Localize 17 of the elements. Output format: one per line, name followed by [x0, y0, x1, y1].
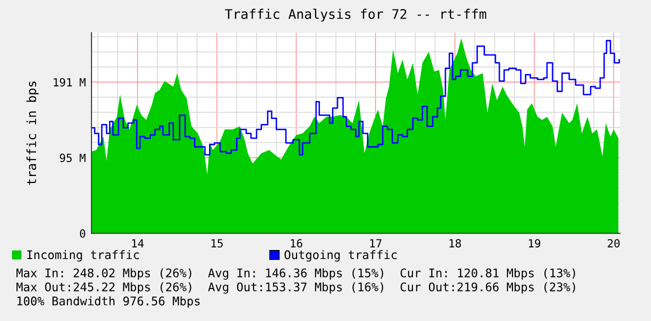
x-tick-label: 15: [212, 239, 223, 248]
text: Max Out:245.22 Mbps (26%) Avg Out:153.37 Mbps (16%) Cur Out:219.66 Mbps (23%): [16, 282, 576, 294]
text: 100% Bandwidth 976.56 Mbps: [17, 296, 200, 308]
x-tick-label: 16: [290, 239, 302, 248]
x-tick-label: 17: [370, 239, 382, 248]
legend-label: Incoming traffic: [27, 250, 139, 262]
y-tick-label: 95 M: [60, 154, 86, 162]
y-tick-label: 0: [80, 229, 86, 238]
y-tick-label: 191 M: [54, 78, 86, 86]
x-tick-label: 19: [528, 239, 540, 248]
legend-label: Outgoing traffic: [284, 250, 397, 262]
x-tick-label: 20: [608, 239, 620, 248]
x-tick-label: 18: [450, 239, 461, 248]
x-tick-label: 14: [132, 239, 144, 248]
text: Max In: 248.02 Mbps (26%) Avg In: 146.36 Mbps (15%) Cur In: 120.81 Mbps (13%): [16, 268, 576, 280]
chart-title: Traffic Analysis for 72 -- rt-ffm: [224, 8, 486, 22]
y-axis-title: traffic in bps: [26, 82, 39, 185]
